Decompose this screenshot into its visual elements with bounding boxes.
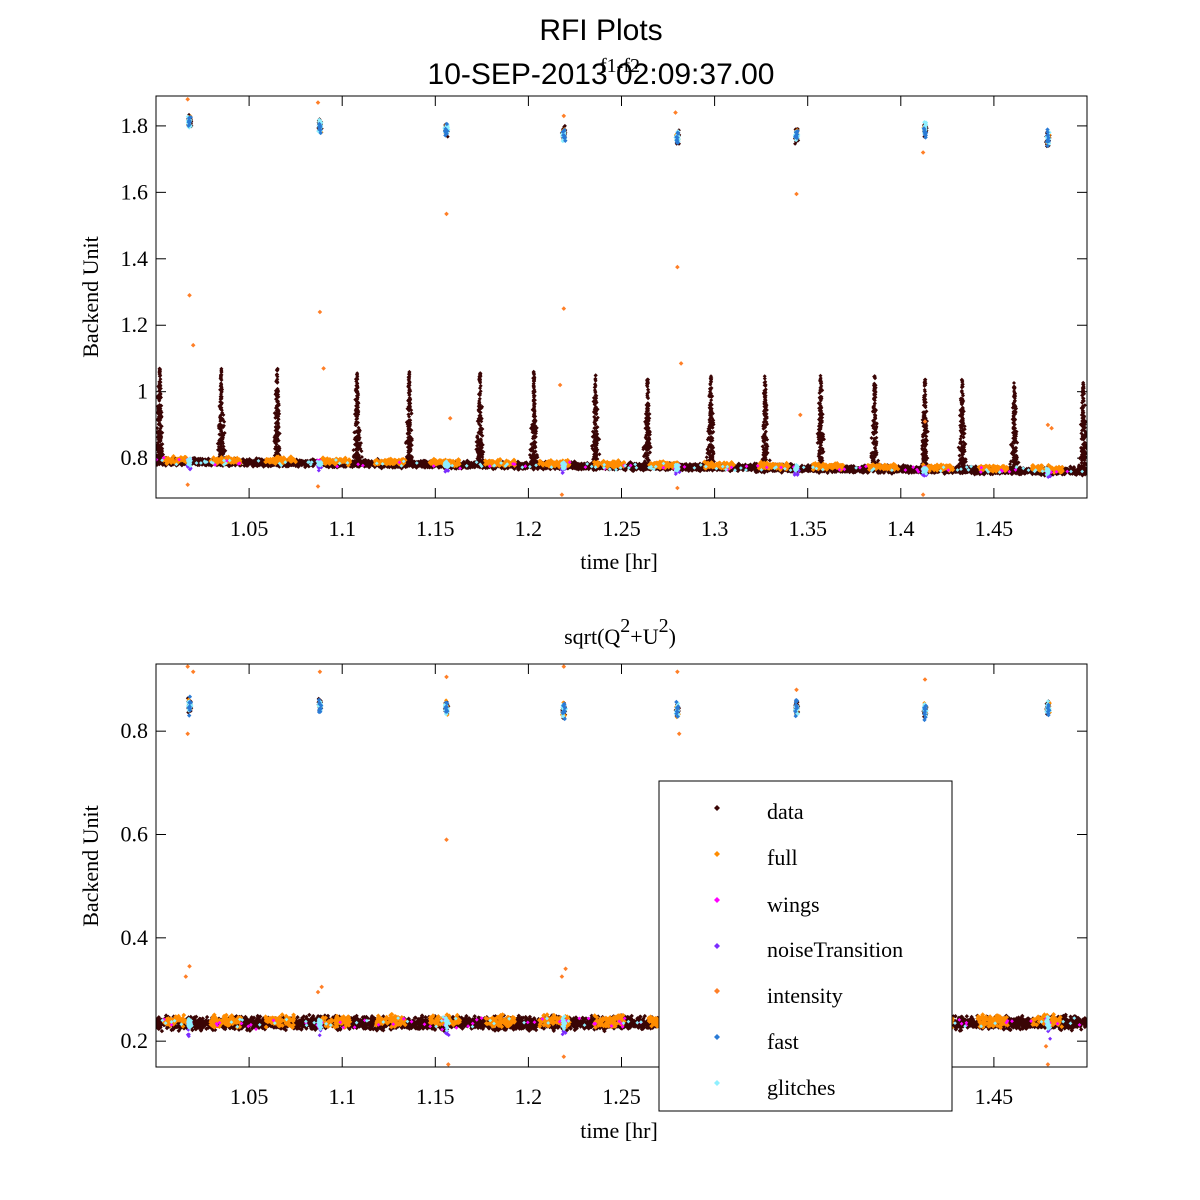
top-xtick-label: 1.05 — [230, 516, 269, 541]
legend-item-glitches: glitches — [714, 1075, 835, 1100]
legend-marker-full — [714, 851, 720, 857]
top-ytick-label: 1.8 — [121, 113, 149, 138]
legend-label-noise-transition: noiseTransition — [767, 937, 903, 962]
legend-item-data: data — [714, 799, 804, 824]
legend-item-wings: wings — [714, 892, 820, 917]
bottom-series-wings — [162, 1014, 1082, 1034]
legend-marker-data — [714, 805, 720, 811]
legend-box — [658, 780, 953, 1112]
top-xtick-label: 1.1 — [328, 516, 356, 541]
top-ytick-label: 1.2 — [121, 312, 149, 337]
bottom-xlabel: time [hr] — [580, 1118, 658, 1143]
top-ytick-label: 1.6 — [121, 179, 149, 204]
top-xtick-label: 1.15 — [416, 516, 455, 541]
top-plot-frame — [155, 95, 1088, 499]
bottom-xtick-label: 1.05 — [230, 1084, 269, 1109]
figure-title: RFI Plots — [539, 14, 662, 47]
overlay-label: f1-f2 — [600, 55, 640, 77]
bottom-ticks: 1.05 1.1 1.15 1.2 1.25 1.45 0.2 0.4 0.6 0.8 — [121, 664, 1087, 1109]
legend-item-full: full — [714, 845, 798, 870]
top-ticks: 1.05 1.1 1.15 1.2 1.25 1.3 1.35 1.4 1.45 0.8 1 1.2 1… — [121, 96, 1087, 541]
bottom-ytick-label: 0.6 — [121, 822, 149, 847]
legend-label-intensity: intensity — [767, 983, 843, 1008]
bottom-ytick-label: 0.2 — [121, 1028, 149, 1053]
top-ytick-label: 1.4 — [121, 246, 149, 271]
legend-marker-glitches — [714, 1080, 720, 1086]
legend-label-data: data — [767, 799, 804, 824]
legend-item-intensity: intensity — [714, 983, 843, 1008]
bottom-ytick-label: 0.8 — [121, 718, 149, 743]
legend-marker-noise-transition — [714, 943, 720, 949]
bottom-ylabel: Backend Unit — [78, 805, 103, 927]
legend-label-fast: fast — [767, 1029, 799, 1054]
legend-marker-wings — [714, 897, 720, 903]
bottom-xtick-label: 1.25 — [602, 1084, 641, 1109]
legend-label-wings: wings — [767, 892, 820, 917]
top-xtick-label: 1.2 — [515, 516, 543, 541]
top-ylabel: Backend Unit — [78, 236, 103, 358]
top-xtick-label: 1.25 — [602, 516, 641, 541]
bottom-plot-frame — [155, 663, 1088, 1068]
top-ytick-label: 0.8 — [121, 445, 149, 470]
bottom-xtick-label: 1.15 — [416, 1084, 455, 1109]
top-xtick-label: 1.35 — [788, 516, 827, 541]
top-ytick-label: 1 — [137, 379, 148, 404]
legend-label-full: full — [767, 845, 798, 870]
bottom-xtick-label: 1.45 — [975, 1084, 1014, 1109]
bottom-scatter — [156, 664, 1087, 1067]
legend-label-glitches: glitches — [767, 1075, 835, 1100]
figure-subtitle: 10-SEP-2013 02:09:37.00 — [428, 58, 775, 91]
legend: data full wings noiseTransition intensit… — [658, 780, 953, 1112]
bottom-panel: sqrt(Q2+U2) 1.05 1.1 1.15 1.2 1.25 1.450.20.4… — [78, 615, 1088, 1143]
bottom-xtick-label: 1.1 — [328, 1084, 356, 1109]
legend-item-noise-transition: noiseTransition — [714, 937, 903, 962]
bottom-xtick-label: 1.2 — [515, 1084, 543, 1109]
top-panel: 1.05 1.1 1.15 1.2 1.25 1.3 1.35 1.4 1.45 0.8 1 1.2 1… — [78, 95, 1088, 574]
top-xtick-label: 1.45 — [975, 516, 1014, 541]
legend-marker-intensity — [714, 988, 720, 994]
top-xtick-label: 1.4 — [887, 516, 915, 541]
legend-item-fast: fast — [714, 1029, 799, 1054]
bottom-ytick-label: 0.4 — [121, 925, 149, 950]
legend-marker-fast — [714, 1034, 720, 1040]
top-xlabel: time [hr] — [580, 549, 658, 574]
top-xtick-label: 1.3 — [701, 516, 729, 541]
